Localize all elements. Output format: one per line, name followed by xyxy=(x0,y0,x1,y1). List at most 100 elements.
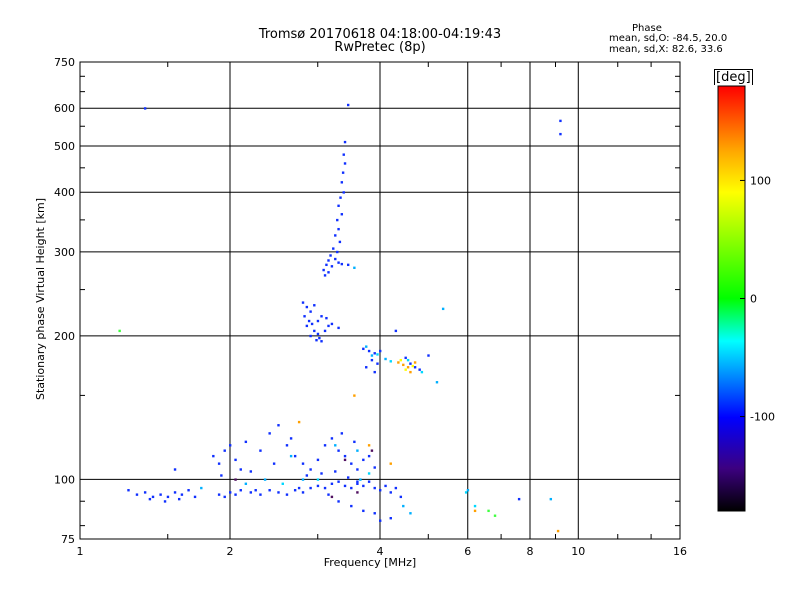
data-point xyxy=(556,529,560,533)
data-point xyxy=(320,315,323,318)
data-point xyxy=(143,107,147,110)
data-point xyxy=(316,484,320,488)
data-point xyxy=(217,493,221,496)
data-point xyxy=(297,486,301,490)
data-point xyxy=(413,366,417,369)
data-point xyxy=(359,478,362,481)
data-point xyxy=(229,444,232,447)
colorbar-ticks: 100 0 -100 xyxy=(740,174,775,424)
data-point xyxy=(297,420,301,424)
data-point xyxy=(305,474,309,477)
y-tick-label: 300 xyxy=(54,246,75,259)
data-point xyxy=(268,432,271,435)
y-tick-label: 200 xyxy=(54,330,75,343)
data-point xyxy=(356,480,359,483)
data-point xyxy=(177,497,181,501)
colorbar-tick-label: 100 xyxy=(750,174,771,187)
data-point xyxy=(373,352,376,355)
data-point xyxy=(370,354,374,357)
data-point xyxy=(339,196,342,199)
data-point xyxy=(367,444,371,447)
data-point xyxy=(330,482,334,485)
data-point xyxy=(277,491,280,494)
data-point xyxy=(327,324,330,328)
data-point xyxy=(343,454,347,458)
data-point xyxy=(343,458,347,462)
data-point xyxy=(272,462,276,465)
data-point xyxy=(316,478,320,481)
data-point xyxy=(418,368,421,371)
data-point xyxy=(406,358,410,362)
data-point xyxy=(217,462,221,465)
data-point xyxy=(322,268,325,272)
data-point xyxy=(402,363,405,367)
data-point xyxy=(334,470,337,473)
data-point xyxy=(409,512,412,515)
data-point xyxy=(330,322,334,326)
data-point xyxy=(254,489,257,492)
x-tick-label: 8 xyxy=(527,545,534,558)
data-point xyxy=(316,319,320,323)
data-point xyxy=(187,489,190,492)
data-point xyxy=(353,440,356,444)
data-point xyxy=(399,358,403,362)
data-point xyxy=(309,468,312,471)
data-point xyxy=(350,504,353,508)
data-point xyxy=(166,495,170,499)
data-point xyxy=(285,493,289,496)
data-point xyxy=(337,204,340,207)
data-point xyxy=(313,329,316,333)
data-point xyxy=(337,261,340,264)
data-point xyxy=(301,301,305,304)
data-point xyxy=(323,274,327,277)
data-point xyxy=(379,349,382,353)
colorbar-tick-label: -100 xyxy=(750,411,775,424)
data-point xyxy=(549,497,553,501)
data-point xyxy=(323,444,327,447)
data-point xyxy=(259,493,262,496)
colorbar-unit: [deg] xyxy=(714,69,753,85)
grid-lines xyxy=(80,62,680,539)
data-point xyxy=(249,491,253,494)
data-point xyxy=(234,493,237,496)
data-point xyxy=(303,315,306,318)
data-point xyxy=(301,491,305,494)
data-point xyxy=(239,468,242,471)
data-point xyxy=(234,478,237,481)
data-point xyxy=(336,250,339,254)
x-tick-label: 6 xyxy=(464,545,471,558)
data-point xyxy=(367,480,371,483)
data-points xyxy=(118,103,562,533)
data-point xyxy=(427,354,430,357)
data-point xyxy=(309,486,312,490)
data-point xyxy=(323,486,327,490)
phase-panel-title: Phase xyxy=(632,23,662,34)
data-point xyxy=(389,517,392,520)
data-point xyxy=(487,509,490,513)
data-point xyxy=(356,491,359,494)
data-point xyxy=(229,491,232,494)
data-point xyxy=(435,381,439,384)
data-point xyxy=(350,462,353,465)
data-point xyxy=(313,304,316,307)
data-point xyxy=(315,338,318,342)
data-point xyxy=(316,332,320,336)
data-point xyxy=(559,119,562,123)
data-point xyxy=(320,472,323,475)
y-axis-label: Stationary phase Virtual Height [km] xyxy=(34,197,47,400)
data-point xyxy=(309,310,312,313)
data-point xyxy=(340,213,344,216)
data-point xyxy=(353,266,356,269)
x-axis-label: Frequency [MHz] xyxy=(323,556,417,569)
data-point xyxy=(135,493,139,496)
data-point xyxy=(466,489,470,492)
data-point xyxy=(394,329,398,333)
data-point xyxy=(337,500,340,503)
data-point xyxy=(399,495,403,499)
data-point xyxy=(517,497,521,501)
data-point xyxy=(365,366,368,369)
data-point xyxy=(173,491,177,494)
colorbar-unit-text: [deg] xyxy=(714,69,753,85)
data-point xyxy=(244,440,248,444)
x-tick-label: 1 xyxy=(77,545,84,558)
